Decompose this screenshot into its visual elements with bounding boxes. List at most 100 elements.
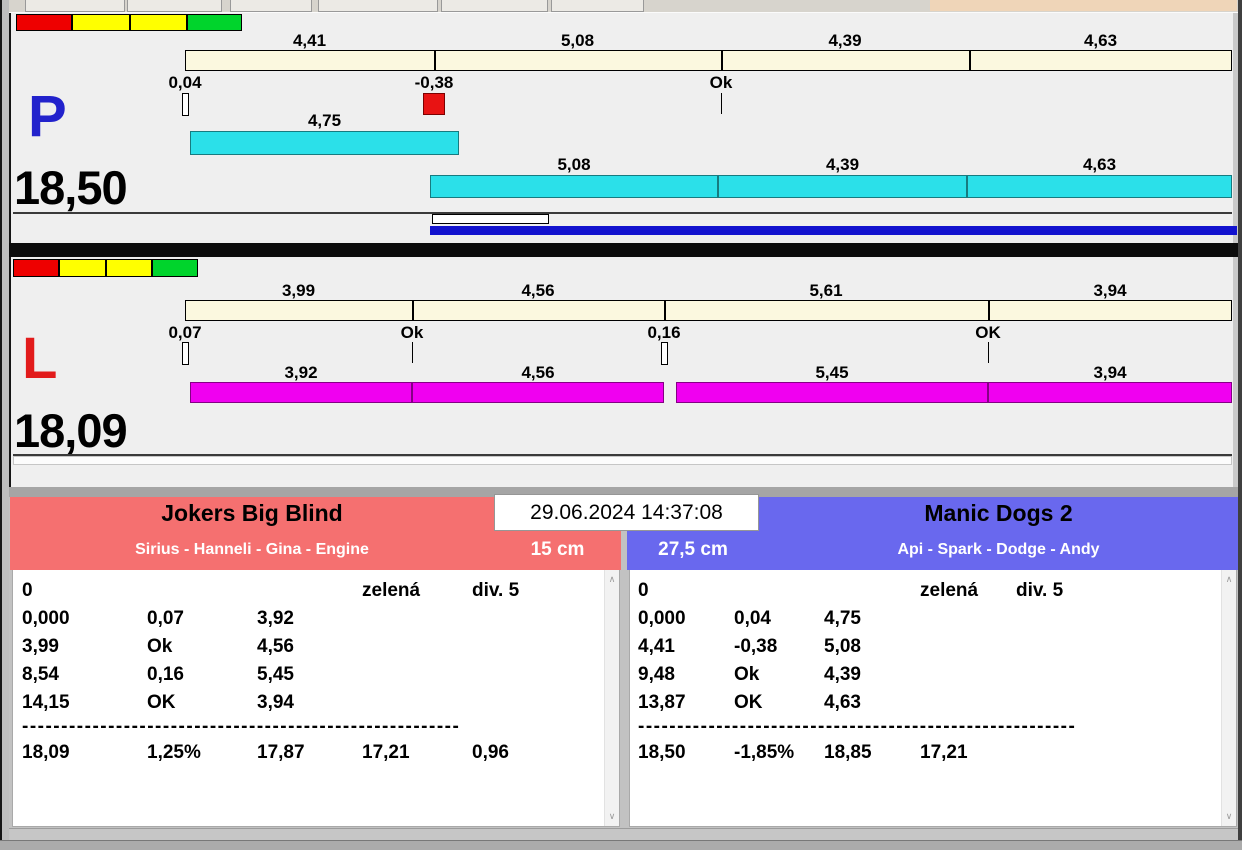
lane-p-letter: P [28,84,67,149]
table-total-cell: 1,25% [147,742,201,763]
table-cell: 4,41 [638,636,675,657]
table-cell: 5,45 [257,664,294,685]
deviation-tick-marker [661,342,668,365]
ruler-segment-label: 4,56 [521,281,555,300]
deviation-tick-marker [182,93,189,116]
ruler-segment-label: 3,94 [1093,281,1127,300]
run-bar-label: 5,08 [557,155,591,174]
run-bar-segment [718,175,967,198]
table-cell: 14,15 [22,692,70,713]
deviation-label: -0,38 [414,73,454,92]
table-total-cell: 18,09 [22,742,70,763]
team-left-dogs: Sirius - Hanneli - Gina - Engine [135,541,369,558]
ruler-divider [664,300,666,321]
table-separator: ----------------------------------------… [638,716,1077,737]
toolbar-button[interactable] [441,0,548,12]
window-bottom-edge [0,840,1242,850]
lane-p-total-time: 18,50 [14,161,128,214]
window-left-border [2,0,9,850]
deviation-label: 0,16 [647,323,681,342]
toolbar-button[interactable] [127,0,222,12]
team-right-results-textarea[interactable]: ∧ ∨ 0 zelená div. 5 0,000 0,04 4,75 4,41 -0,38 5… [629,570,1237,827]
table-cell: 4,56 [257,636,294,657]
frame-band [9,487,1238,497]
table-cell: 0,16 [147,664,184,685]
team-left-results-textarea[interactable]: ∧ ∨ 0 zelená div. 5 0,000 0,07 3,92 3,99 Ok 4,56… [12,570,620,827]
run-bar-label: 4,39 [825,155,860,174]
table-cell: Ok [734,664,760,685]
table-cell: 0,07 [147,608,184,629]
indicator-cell [152,259,198,277]
run-bar-segment [190,131,459,155]
table-cell: div. 5 [472,580,520,601]
empty-track-strip [13,456,1232,465]
toolbar-button[interactable] [230,0,312,12]
table-cell: 3,99 [22,636,59,657]
run-bar-segment [676,382,988,403]
table-total-cell: 18,85 [824,742,872,763]
team-left-jump-height: 15 cm [530,539,585,560]
indicator-cell [13,259,59,277]
indicator-cell [72,14,130,31]
deviation-label: Ok [400,323,424,342]
table-cell: 9,48 [638,664,675,685]
window-left-edge [0,0,2,850]
table-cell: 4,63 [824,692,861,713]
table-separator: ----------------------------------------… [22,716,461,737]
lane-p-ruler [185,50,1232,71]
run-bar-segment [967,175,1232,198]
deviation-tick-marker [182,342,189,365]
run-bar-label: 3,92 [284,363,318,382]
ruler-divider [412,300,414,321]
fault-marker-icon [423,93,445,115]
indicator-cell [130,14,187,31]
run-bar-segment [430,175,718,198]
ruler-segment-label: 4,39 [828,31,862,50]
lane-l-letter: L [22,326,58,391]
scroll-up-icon[interactable]: ∧ [1225,574,1233,584]
toolbar-button[interactable] [551,0,644,12]
run-bar-segment [412,382,664,403]
lane-p-divider-line [13,212,1232,214]
run-bar-label: 3,94 [1093,363,1127,382]
deviation-line-marker [721,93,722,114]
lane-l-total-time: 18,09 [14,404,128,457]
deviation-label: OK [975,323,1001,342]
table-cell: zelená [920,580,979,601]
table-cell: 5,08 [824,636,861,657]
deviation-line-marker [988,342,989,363]
scroll-down-icon[interactable]: ∨ [1225,811,1233,821]
scrollbar[interactable]: ∧ ∨ [604,570,619,826]
indicator-cell [106,259,152,277]
deviation-label: 0,07 [168,323,202,342]
table-cell: 0,000 [638,608,686,629]
table-cell: zelená [362,580,421,601]
run-bar-label: 4,75 [307,111,342,130]
table-total-cell: 17,21 [920,742,968,763]
table-cell: div. 5 [1016,580,1064,601]
table-cell: OK [147,692,176,713]
scrollbar[interactable]: ∧ ∨ [1221,570,1236,826]
ruler-segment-label: 3,99 [281,281,316,300]
run-bar-segment [988,382,1232,403]
table-cell: 0,04 [734,608,771,629]
section-divider [9,243,1238,257]
toolbar-button[interactable] [25,0,125,12]
table-total-cell: 17,87 [257,742,305,763]
scroll-down-icon[interactable]: ∨ [608,811,616,821]
toolbar-strip [0,0,1242,13]
run-bar-label: 4,56 [521,363,555,382]
table-cell: Ok [147,636,173,657]
lane-l-divider-line [13,454,1232,456]
table-cell: 3,94 [257,692,294,713]
table-cell: 0,000 [22,608,70,629]
bottom-frame-strip [9,828,1238,840]
scroll-up-icon[interactable]: ∧ [608,574,616,584]
toolbar-button[interactable] [318,0,438,12]
indicator-cell [16,14,72,31]
table-cell: 0 [22,580,33,601]
run-bar-label: 4,63 [1082,155,1117,174]
table-cell: 13,87 [638,692,686,713]
table-total-cell: -1,85% [734,742,795,763]
